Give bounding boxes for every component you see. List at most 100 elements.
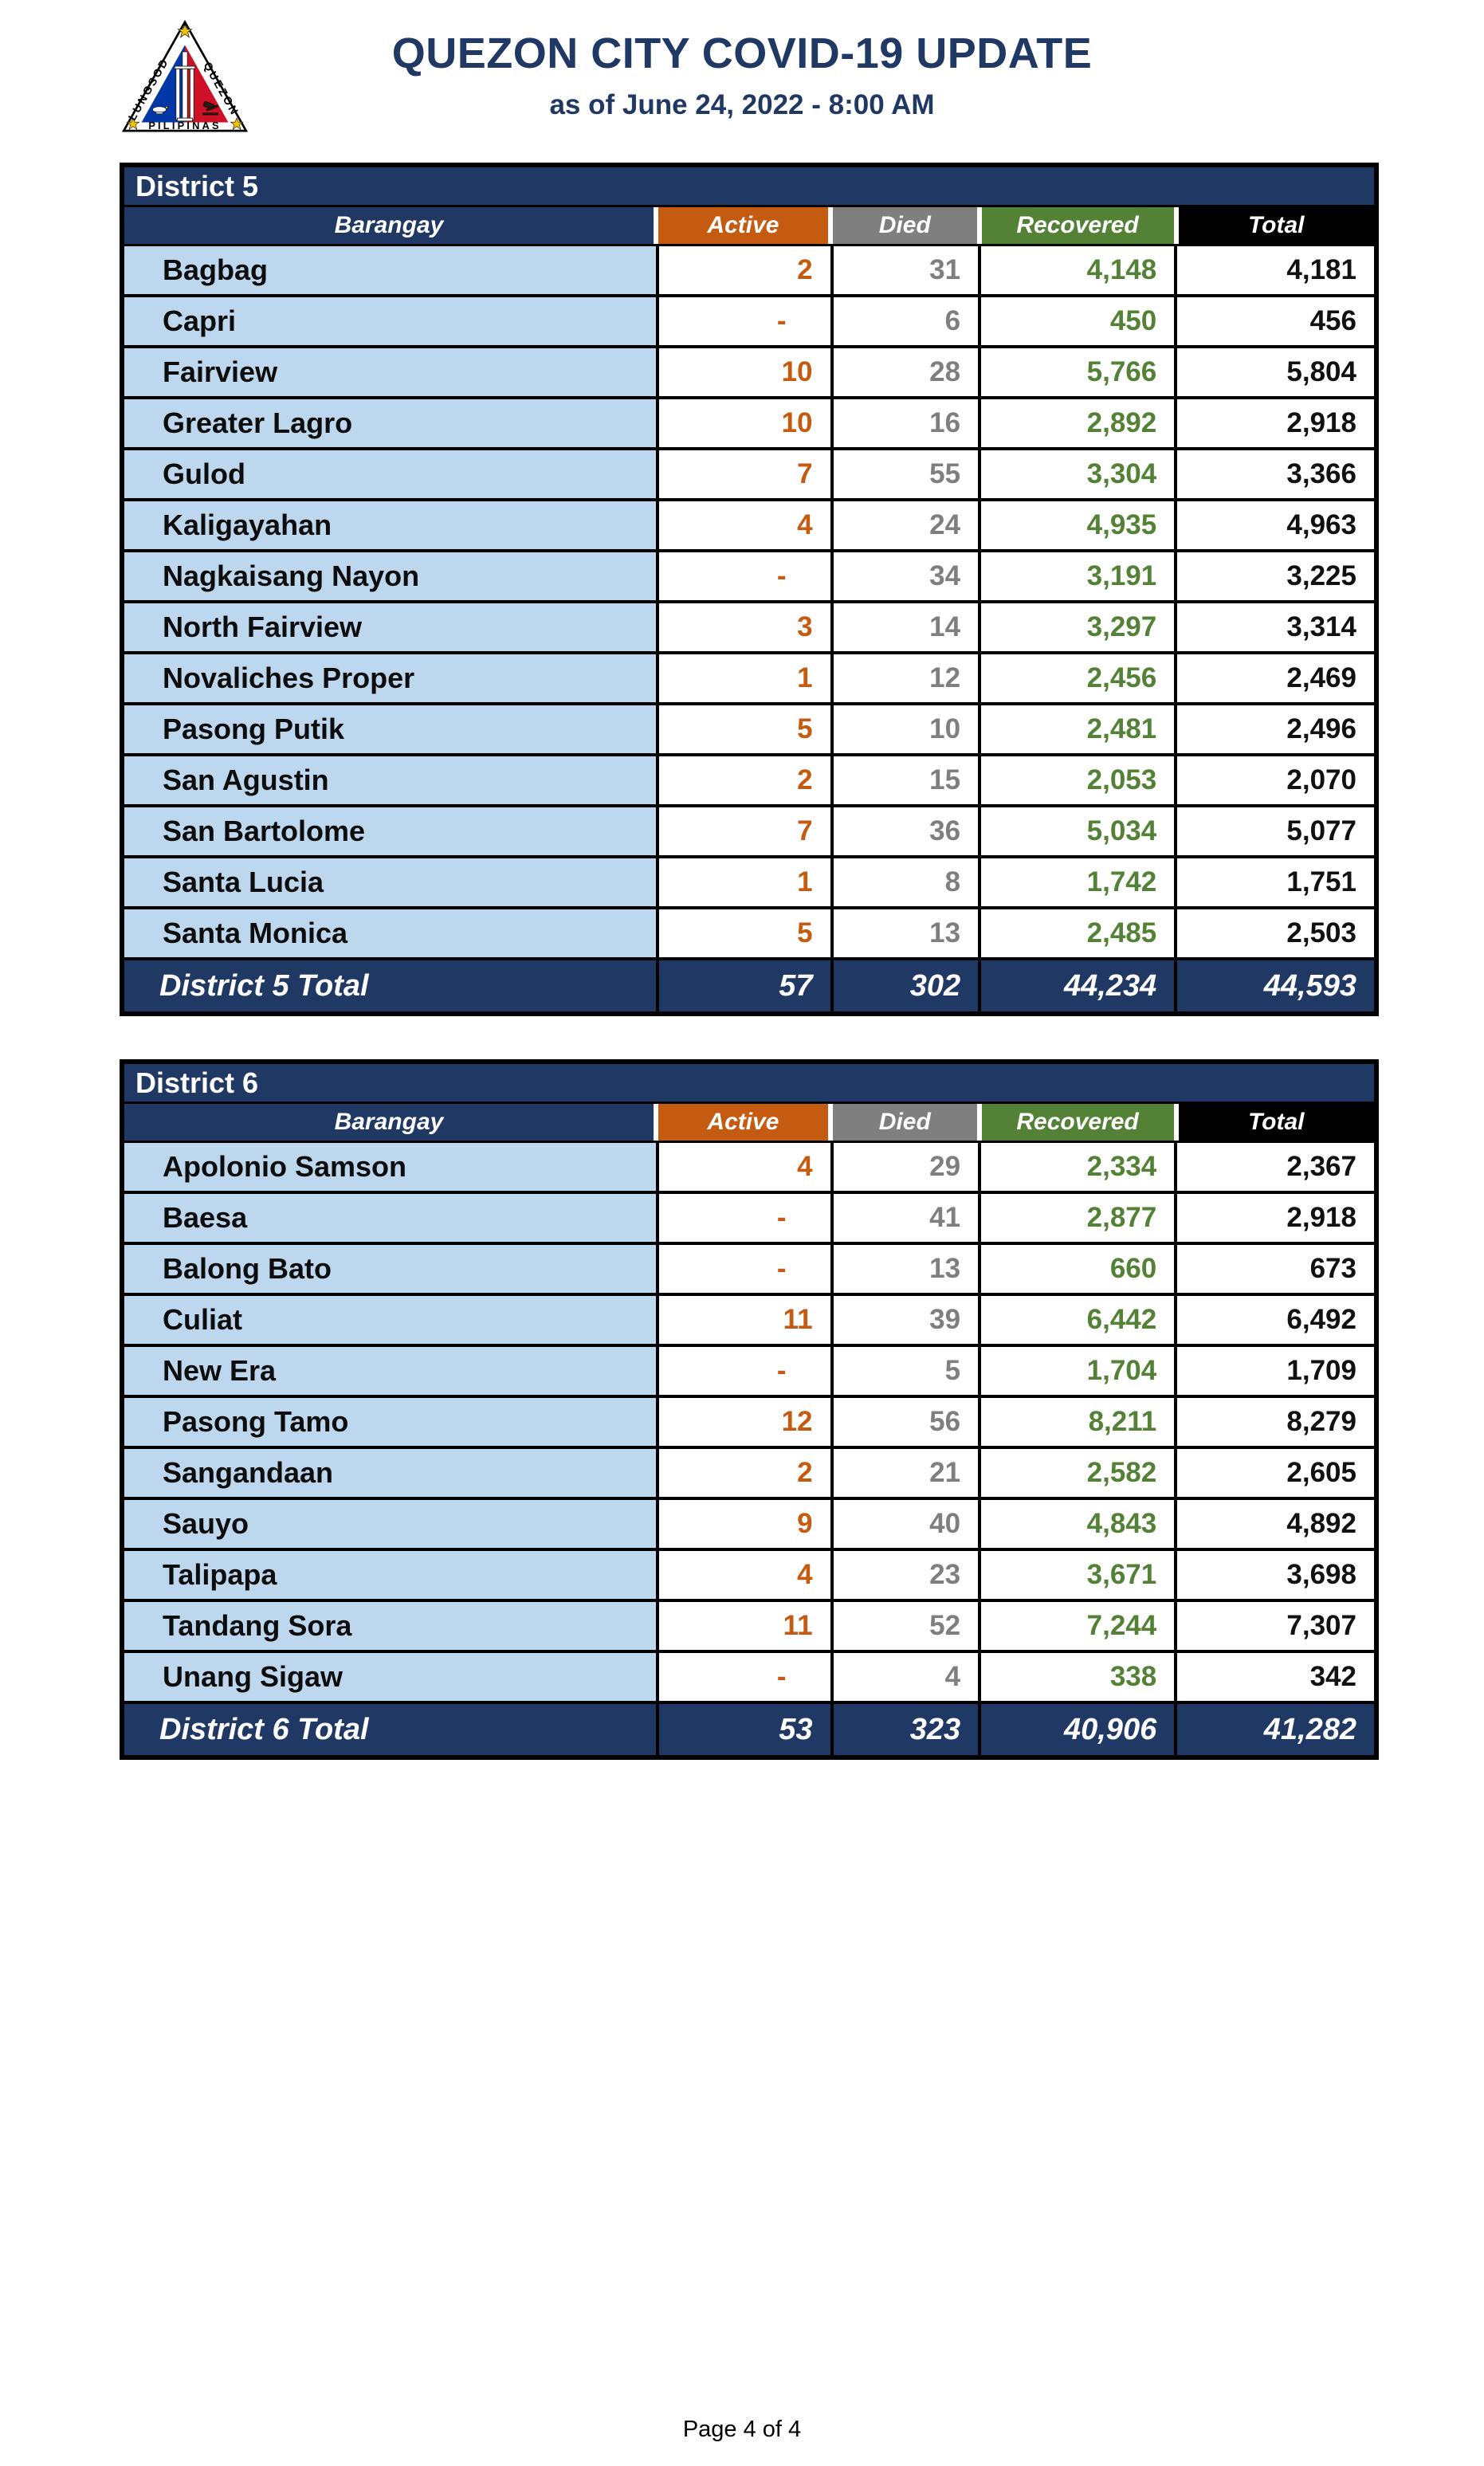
total-value-cell: 673 <box>1177 1245 1374 1293</box>
recovered-value-cell: 2,582 <box>981 1449 1175 1497</box>
total-value-cell: 2,918 <box>1177 1194 1374 1242</box>
total-value-cell: 2,496 <box>1177 705 1374 753</box>
died-value-cell: 41 <box>833 1194 979 1242</box>
total-value-cell: 2,469 <box>1177 654 1374 702</box>
district-total-label: District 6 Total <box>124 1704 657 1755</box>
barangay-name-cell: Novaliches Proper <box>124 654 657 702</box>
recovered-value-cell: 660 <box>981 1245 1175 1293</box>
recovered-value-cell: 3,671 <box>981 1551 1175 1599</box>
died-value-cell: 13 <box>833 1245 979 1293</box>
total-value-cell: 2,503 <box>1177 909 1374 957</box>
district-5-table-body: Bagbag 2 31 4,148 4,181 Capri -6 450 456 Fairview… <box>124 246 1374 957</box>
died-value-cell: 36 <box>833 807 979 855</box>
district-total-total: 41,282 <box>1177 1704 1374 1755</box>
died-value-cell: 34 <box>833 552 979 600</box>
active-value-cell: 4 <box>659 1143 830 1191</box>
district-total-label: District 5 Total <box>124 960 657 1011</box>
recovered-value-cell: 4,935 <box>981 501 1175 549</box>
recovered-value-cell: 2,481 <box>981 705 1175 753</box>
total-value-cell: 5,804 <box>1177 348 1374 396</box>
recovered-value-cell: 4,843 <box>981 1500 1175 1548</box>
active-value-cell: 7 <box>659 450 830 498</box>
total-value-cell: 2,605 <box>1177 1449 1374 1497</box>
recovered-value-cell: 450 <box>981 297 1175 345</box>
recovered-value-cell: 5,766 <box>981 348 1175 396</box>
active-value-cell: - <box>659 1194 830 1242</box>
district-total-died: 323 <box>833 1704 979 1755</box>
barangay-name-cell: Talipapa <box>124 1551 657 1599</box>
district-6-total-row: District 6 Total 53 323 40,906 41,282 <box>124 1701 1374 1755</box>
barangay-name-cell: San Agustin <box>124 756 657 804</box>
seal-star-left <box>126 117 140 131</box>
seal-lamp-icon <box>152 105 168 115</box>
district-total-died: 302 <box>833 960 979 1011</box>
active-value-cell: - <box>659 1245 830 1293</box>
district-total-recovered: 40,906 <box>981 1704 1175 1755</box>
recovered-value-cell: 2,485 <box>981 909 1175 957</box>
barangay-name-cell: Tandang Sora <box>124 1602 657 1650</box>
recovered-value-cell: 1,704 <box>981 1347 1175 1395</box>
district-5-table: District 5 Barangay Active Died Recovere… <box>120 163 1379 1016</box>
active-value-cell: 2 <box>659 1449 830 1497</box>
tables-container: District 5 Barangay Active Died Recovere… <box>120 163 1379 1760</box>
district-5-header: District 5 <box>124 167 1374 207</box>
died-value-cell: 5 <box>833 1347 979 1395</box>
district-6-header: District 6 <box>124 1064 1374 1104</box>
seal-monument <box>174 51 196 122</box>
barangay-name-cell: Balong Bato <box>124 1245 657 1293</box>
recovered-value-cell: 338 <box>981 1653 1175 1701</box>
active-value-cell: 2 <box>659 246 830 294</box>
district-total-active: 53 <box>659 1704 830 1755</box>
seal-star-right <box>230 117 244 131</box>
died-value-cell: 15 <box>833 756 979 804</box>
page-number: Page 4 of 4 <box>682 2417 802 2442</box>
active-value-cell: 2 <box>659 756 830 804</box>
total-value-cell: 4,963 <box>1177 501 1374 549</box>
barangay-name-cell: Baesa <box>124 1194 657 1242</box>
recovered-value-cell: 7,244 <box>981 1602 1175 1650</box>
barangay-name-cell: Sangandaan <box>124 1449 657 1497</box>
total-value-cell: 2,070 <box>1177 756 1374 804</box>
column-header-barangay: Barangay <box>124 1104 654 1141</box>
column-header-died: Died <box>832 207 977 244</box>
died-value-cell: 52 <box>833 1602 979 1650</box>
died-value-cell: 28 <box>833 348 979 396</box>
recovered-value-cell: 2,877 <box>981 1194 1175 1242</box>
page-title: QUEZON CITY COVID-19 UPDATE <box>391 29 1093 77</box>
seal-star-top <box>177 23 193 38</box>
recovered-value-cell: 2,892 <box>981 399 1175 447</box>
died-value-cell: 13 <box>833 909 979 957</box>
died-value-cell: 23 <box>833 1551 979 1599</box>
barangay-name-cell: Kaligayahan <box>124 501 657 549</box>
recovered-value-cell: 2,053 <box>981 756 1175 804</box>
total-value-cell: 3,698 <box>1177 1551 1374 1599</box>
barangay-name-cell: Culiat <box>124 1296 657 1344</box>
recovered-value-cell: 1,742 <box>981 858 1175 906</box>
barangay-name-cell: Fairview <box>124 348 657 396</box>
barangay-name-cell: Bagbag <box>124 246 657 294</box>
active-value-cell: - <box>659 552 830 600</box>
district-6-table: District 6 Barangay Active Died Recovere… <box>120 1059 1379 1760</box>
barangay-name-cell: Santa Lucia <box>124 858 657 906</box>
barangay-name-cell: Gulod <box>124 450 657 498</box>
barangay-name-cell: Nagkaisang Nayon <box>124 552 657 600</box>
district-6-table-body: Apolonio Samson 4 29 2,334 2,367 Baesa -41 2,87… <box>124 1143 1374 1701</box>
barangay-name-cell: Capri <box>124 297 657 345</box>
barangay-name-cell: North Fairview <box>124 603 657 651</box>
died-value-cell: 16 <box>833 399 979 447</box>
died-value-cell: 6 <box>833 297 979 345</box>
died-value-cell: 24 <box>833 501 979 549</box>
total-value-cell: 2,918 <box>1177 399 1374 447</box>
recovered-value-cell: 4,148 <box>981 246 1175 294</box>
active-value-cell: 1 <box>659 858 830 906</box>
barangay-name-cell: Santa Monica <box>124 909 657 957</box>
died-value-cell: 55 <box>833 450 979 498</box>
recovered-value-cell: 3,304 <box>981 450 1175 498</box>
column-header-total: Total <box>1178 1104 1374 1141</box>
header-titles: QUEZON CITY COVID-19 UPDATE as of June 2… <box>0 29 1484 121</box>
total-value-cell: 456 <box>1177 297 1374 345</box>
active-value-cell: 11 <box>659 1296 830 1344</box>
recovered-value-cell: 5,034 <box>981 807 1175 855</box>
active-value-cell: 10 <box>659 348 830 396</box>
active-value-cell: 5 <box>659 909 830 957</box>
